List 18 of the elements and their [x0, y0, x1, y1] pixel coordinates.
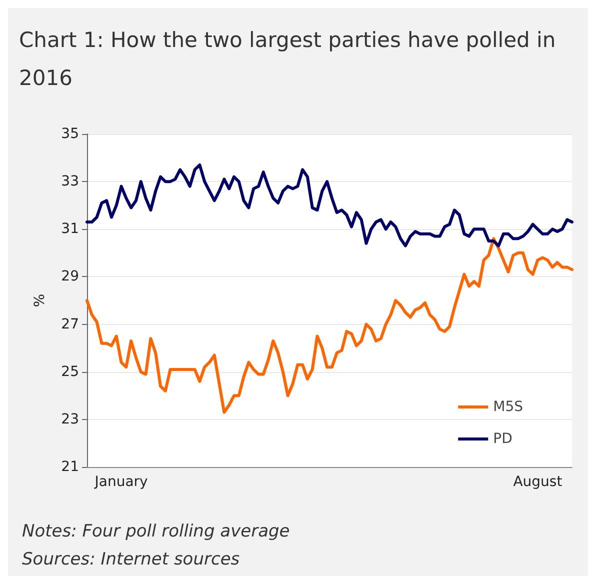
chart-title: Chart 1: How the two largest parties have polled in 2016: [19, 28, 562, 90]
line-series: [86, 163, 574, 248]
y-tick-label: 21: [61, 459, 79, 475]
legend-label: M5S: [493, 399, 524, 415]
y-tick-label: 29: [61, 268, 79, 285]
y-tick-label: 31: [61, 221, 79, 238]
x-tick-label: August: [513, 474, 563, 490]
source-note: Sources: Internet sources: [22, 550, 240, 570]
line-series: [86, 237, 574, 414]
y-tick-label: 23: [61, 411, 79, 428]
text: Notes: Four poll rolling average: [22, 522, 290, 542]
legend-label: PD: [493, 431, 512, 447]
y-axis-title: %: [32, 294, 48, 308]
y-tick-label: 35: [61, 126, 79, 142]
y-tick-label: 33: [61, 174, 79, 190]
y-tick-label: 25: [61, 364, 79, 380]
x-tick-label: January: [94, 474, 148, 490]
y-tick-label: 27: [61, 316, 79, 332]
